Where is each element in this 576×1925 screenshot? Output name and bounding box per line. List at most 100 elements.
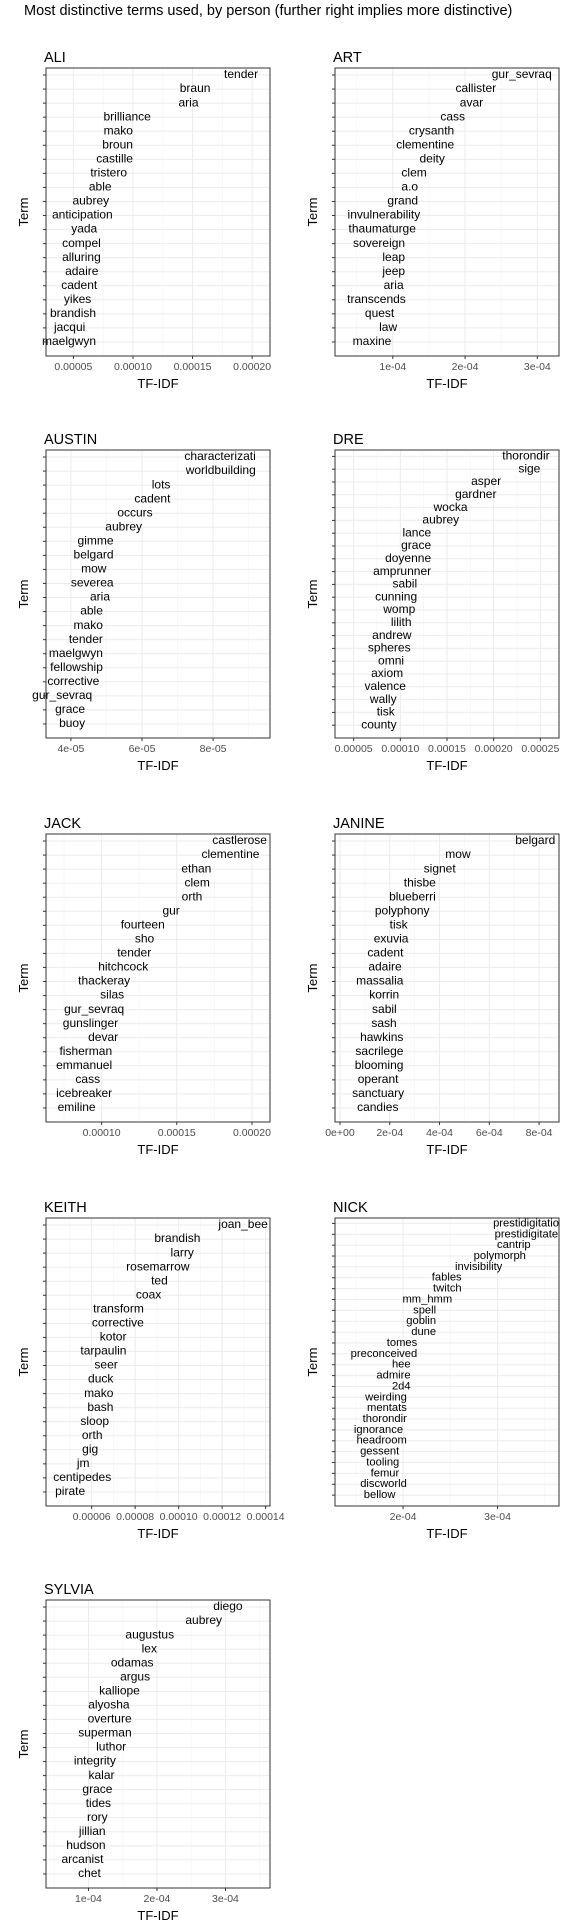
x-tick-label: 0.00015	[158, 1127, 196, 1139]
term-label: jacqui	[53, 320, 85, 334]
term-label: andrew	[372, 628, 412, 642]
x-tick-label: 0.00010	[381, 743, 419, 755]
term-label: yikes	[64, 292, 91, 306]
term-label: gig	[82, 1442, 98, 1456]
term-label: coax	[136, 1287, 161, 1301]
x-tick-label: 0.00020	[233, 361, 271, 373]
term-label: belgard	[515, 833, 555, 847]
term-label: exuvia	[374, 932, 409, 946]
term-label: invulnerability	[348, 208, 421, 222]
term-label: weirding	[364, 1391, 407, 1403]
x-tick-label: 3e-04	[212, 1893, 239, 1905]
term-label: gur	[162, 903, 179, 917]
term-label: aria	[384, 278, 404, 292]
term-label: grace	[401, 538, 431, 552]
term-label: sovereign	[353, 236, 405, 250]
y-axis-label: Term	[16, 1730, 31, 1759]
plot-area	[335, 1218, 559, 1506]
term-label: aria	[178, 95, 198, 109]
panel-border	[334, 1217, 560, 1507]
panel-border	[45, 449, 271, 739]
term-label: cadent	[367, 946, 404, 960]
term-label: amprunner	[373, 564, 431, 578]
term-label: operant	[358, 1072, 399, 1086]
term-label: arcanist	[62, 1852, 105, 1866]
term-label: aubrey	[72, 194, 109, 208]
x-axis-label: TF-IDF	[426, 1142, 467, 1157]
term-label: diego	[213, 1599, 243, 1613]
term-label: adaire	[368, 960, 402, 974]
x-tick-label: 0.00012	[203, 1511, 241, 1523]
term-label: jillian	[78, 1824, 106, 1838]
term-label: tristero	[90, 166, 127, 180]
term-label: silas	[100, 988, 124, 1002]
term-label: yada	[71, 222, 97, 236]
x-tick-label: 2e-04	[376, 1127, 403, 1139]
term-label: fisherman	[59, 1044, 112, 1058]
term-label: cass	[75, 1072, 100, 1086]
term-label: corrective	[47, 674, 99, 688]
term-label: sabil	[392, 577, 417, 591]
x-tick-label: 8e-04	[526, 1127, 553, 1139]
term-label: cadent	[61, 278, 98, 292]
plot-area	[335, 834, 559, 1122]
term-label: dune	[411, 1326, 436, 1338]
panel-border	[45, 833, 271, 1123]
y-axis-label: Term	[16, 1348, 31, 1377]
term-label: fourteen	[121, 917, 165, 931]
term-label: hitchcock	[98, 960, 149, 974]
term-label: headroom	[356, 1435, 406, 1447]
term-label: sabil	[372, 1002, 397, 1016]
term-label: joan_bee	[217, 1217, 268, 1231]
x-tick-label: 3e-04	[484, 1511, 511, 1523]
term-label: tomes	[387, 1337, 418, 1349]
x-tick-label: 3e-04	[524, 361, 551, 373]
term-label: kotor	[100, 1330, 127, 1344]
term-label: valence	[365, 679, 407, 693]
term-label: able	[89, 180, 112, 194]
term-label: cass	[440, 109, 465, 123]
term-label: polymorph	[474, 1250, 526, 1262]
x-tick-label: 2e-04	[144, 1893, 171, 1905]
term-label: hawkins	[360, 1030, 403, 1044]
term-label: prestidigitatio	[493, 1217, 559, 1229]
x-tick-label: 6e-05	[129, 743, 156, 755]
term-label: spheres	[368, 641, 411, 655]
term-label: gunslinger	[63, 1016, 118, 1030]
term-label: invisibility	[455, 1261, 503, 1273]
term-label: bellow	[364, 1489, 397, 1501]
term-label: buoy	[59, 716, 85, 730]
x-tick-label: 0.00014	[247, 1511, 285, 1523]
term-label: grand	[387, 194, 418, 208]
term-label: thorondir	[502, 449, 549, 463]
plot-area	[46, 1218, 270, 1506]
term-label: seer	[94, 1358, 117, 1372]
term-label: emmanuel	[56, 1058, 112, 1072]
term-label: transform	[93, 1301, 144, 1315]
term-label: centipedes	[53, 1470, 111, 1484]
panel-title: AUSTIN	[44, 432, 97, 448]
x-tick-label: 4e-05	[57, 743, 84, 755]
figure-title: Most distinctive terms used, by person (…	[24, 3, 513, 19]
panel-title: SYLVIA	[44, 1582, 94, 1598]
x-tick-label: 0.00010	[160, 1511, 198, 1523]
panel-border	[45, 1217, 271, 1507]
panel-title: ALI	[44, 50, 66, 66]
term-label: blueberri	[389, 889, 436, 903]
term-label: augustus	[125, 1627, 174, 1641]
term-label: maxine	[353, 334, 392, 348]
term-label: lance	[402, 525, 431, 539]
term-label: polyphony	[375, 903, 430, 917]
y-axis-label: Term	[305, 580, 320, 609]
term-label: county	[361, 717, 396, 731]
panel-border	[334, 67, 560, 357]
term-label: tides	[86, 1796, 111, 1810]
term-label: chet	[78, 1866, 101, 1880]
term-label: luthor	[96, 1740, 126, 1754]
term-label: law	[379, 320, 397, 334]
term-label: orth	[82, 1428, 103, 1442]
term-label: ethan	[181, 861, 211, 875]
